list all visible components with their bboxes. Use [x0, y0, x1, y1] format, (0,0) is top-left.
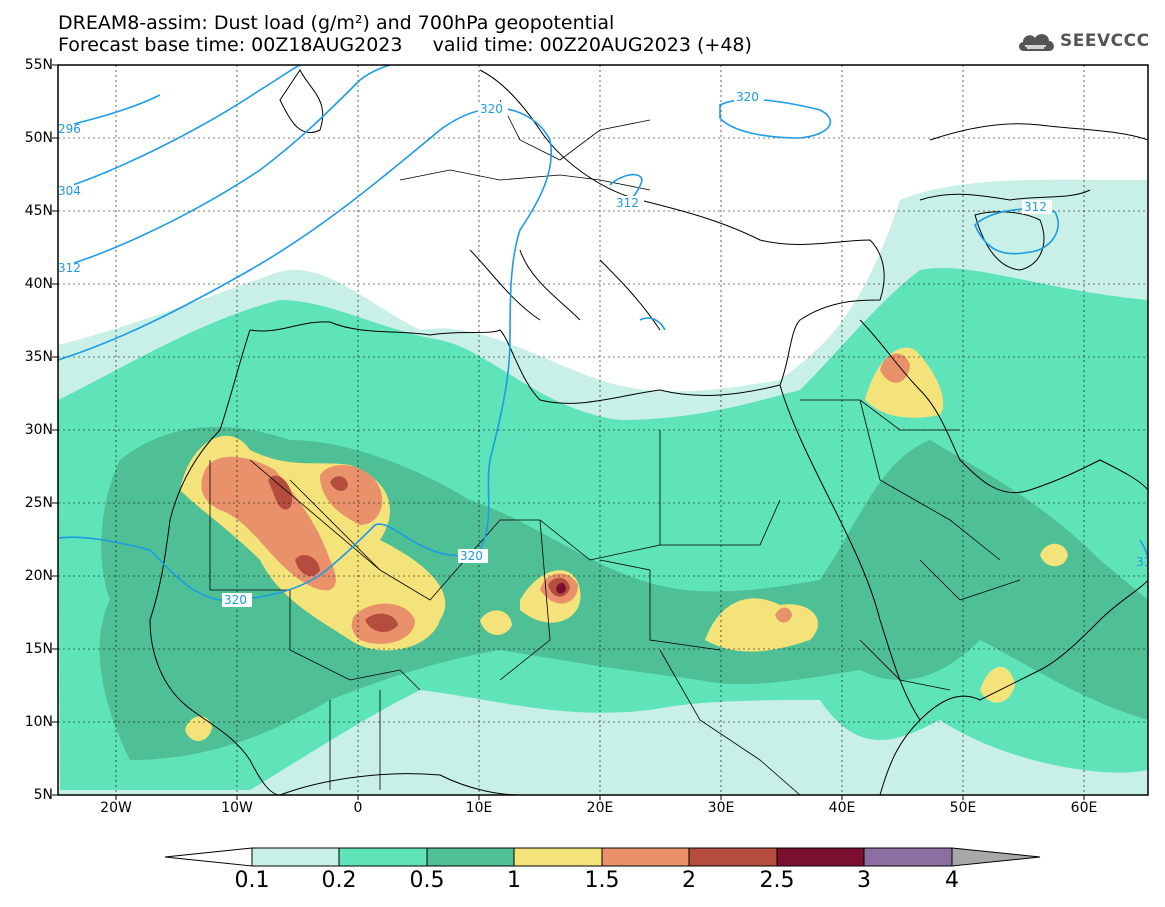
svg-text:312: 312 [1024, 200, 1047, 214]
svg-text:320: 320 [480, 102, 503, 116]
colorbar-label: 2.5 [759, 868, 795, 893]
axis-ticks [52, 64, 1085, 800]
forecast-time: Forecast base time: 00Z18AUG2023 valid t… [58, 34, 752, 56]
svg-text:304: 304 [58, 184, 81, 198]
lat-label: 20N [24, 568, 53, 584]
lat-label: 5N [33, 787, 53, 803]
lon-label: 10E [465, 800, 493, 816]
colorbar [164, 847, 1041, 867]
svg-text:296: 296 [58, 122, 81, 136]
lon-label: 20E [586, 800, 614, 816]
cloud-icon [1018, 34, 1054, 51]
lon-label: 10W [221, 800, 253, 816]
lon-label: 20W [100, 800, 132, 816]
geopotential-contours [58, 65, 1148, 601]
contour-labels: 320 320 320 320 312 312 296 304 312 31 [58, 90, 1151, 607]
colorbar-label: 0.2 [321, 868, 357, 893]
lon-label: 40E [828, 800, 856, 816]
svg-text:320: 320 [460, 549, 483, 563]
lat-label: 40N [24, 276, 53, 292]
colorbar-label: 1 [507, 868, 521, 893]
colorbar-label: 2 [682, 868, 696, 893]
lat-label: 45N [24, 203, 53, 219]
svg-text:320: 320 [736, 90, 759, 104]
colorbar-label: 1.5 [584, 868, 620, 893]
dust-level-2.5 [556, 582, 566, 594]
colorbar-label: 3 [857, 868, 871, 893]
svg-text:312: 312 [58, 261, 81, 275]
lat-label: 50N [24, 130, 53, 146]
seevccc-logo: SEEVCCC [1016, 26, 1150, 56]
lon-label: 50E [949, 800, 977, 816]
lat-label: 55N [24, 57, 53, 73]
svg-text:312: 312 [616, 196, 639, 210]
graticule [58, 65, 1148, 795]
lon-label: 0 [353, 800, 363, 816]
colorbar-label: 0.1 [234, 868, 270, 893]
map-title: DREAM8-assim: Dust load (g/m²) and 700hP… [58, 12, 615, 34]
lat-label: 10N [24, 714, 53, 730]
colorbar-label: 0.5 [409, 868, 445, 893]
borders [209, 99, 1021, 795]
lon-label: 30E [707, 800, 735, 816]
lon-label: 60E [1070, 800, 1098, 816]
dust-level-2 [268, 475, 570, 632]
lat-label: 35N [24, 349, 53, 365]
lat-label: 15N [24, 641, 53, 657]
colorbar-label: 4 [945, 868, 959, 893]
lat-label: 25N [24, 495, 53, 511]
lat-label: 30N [24, 422, 53, 438]
svg-text:31: 31 [1136, 555, 1151, 569]
svg-text:320: 320 [224, 593, 247, 607]
